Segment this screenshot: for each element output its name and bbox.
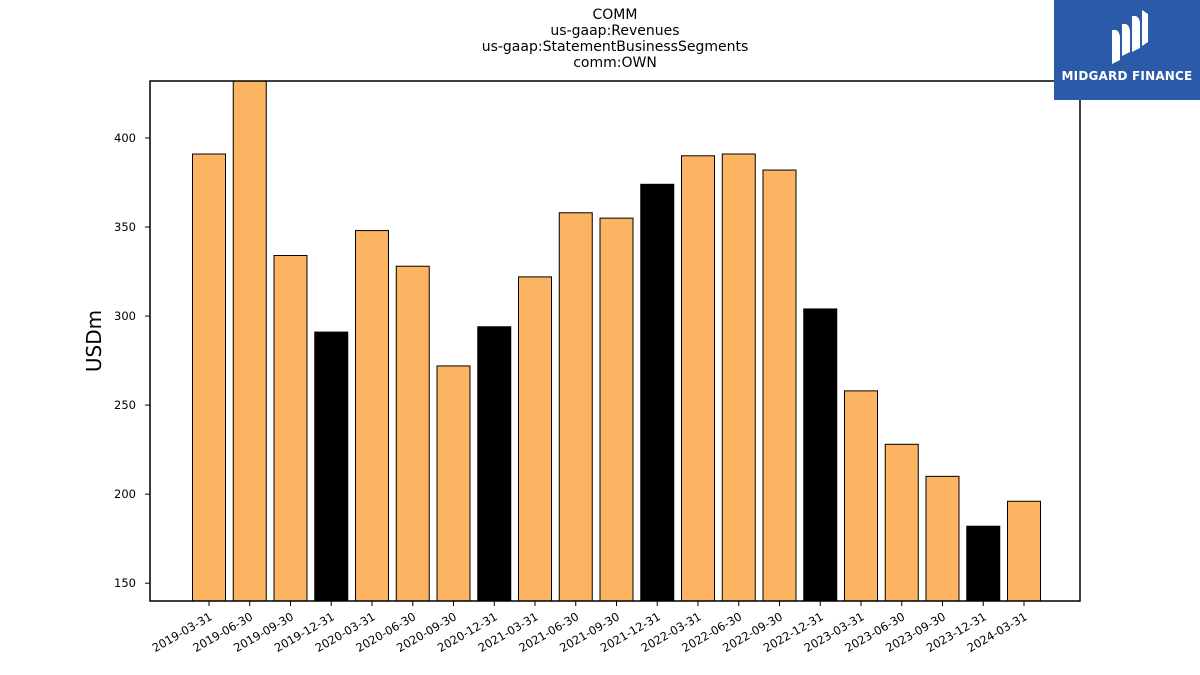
y-tick-label: 150	[114, 576, 136, 590]
bar-2022-12-31	[803, 308, 838, 601]
bar-2019-06-30	[232, 81, 267, 601]
plot-frame	[149, 80, 1081, 602]
bar-2020-06-30	[395, 265, 430, 601]
chart-title: COMM us-gaap:Revenues us-gaap:StatementB…	[415, 7, 815, 71]
bar-2020-09-30	[436, 365, 471, 601]
bar-2022-09-30	[762, 169, 797, 601]
y-axis-label: USDm	[82, 310, 106, 372]
y-tick-label: 300	[114, 309, 136, 323]
bar-2019-12-31	[314, 331, 349, 601]
brand-name: MIDGARD FINANCE	[1061, 69, 1193, 83]
chart-title-line-1: COMM	[592, 7, 638, 23]
bar-2023-09-30	[925, 475, 960, 601]
bar-2021-09-30	[599, 217, 634, 601]
y-tick-label: 250	[114, 398, 136, 412]
y-tick-label: 350	[114, 220, 136, 234]
chart-title-line-4: comm:OWN	[573, 55, 657, 71]
y-tick-label: 400	[114, 131, 136, 145]
bar-2021-12-31	[640, 183, 675, 601]
bar-2020-03-31	[355, 230, 389, 601]
bar-2020-12-31	[477, 326, 512, 601]
bar-2019-03-31	[192, 153, 226, 601]
bar-2023-03-31	[844, 390, 878, 601]
bars-group	[192, 81, 1041, 601]
logo-mark-icon	[1112, 10, 1148, 64]
brand-logo: MIDGARD FINANCE	[1054, 0, 1200, 100]
chart-title-line-3: us-gaap:StatementBusinessSegments	[481, 39, 749, 55]
chart-title-line-2: us-gaap:Revenues	[550, 23, 680, 39]
bar-2022-03-31	[681, 155, 715, 601]
bar-2023-06-30	[884, 443, 919, 601]
bar-2019-09-30	[273, 255, 308, 601]
bar-2021-03-31	[518, 276, 552, 601]
y-tick-label: 200	[114, 487, 136, 501]
bar-2022-06-30	[721, 153, 756, 601]
bar-2023-12-31	[966, 525, 1001, 601]
bar-2024-03-31	[1007, 500, 1041, 601]
bar-2021-06-30	[558, 212, 593, 601]
